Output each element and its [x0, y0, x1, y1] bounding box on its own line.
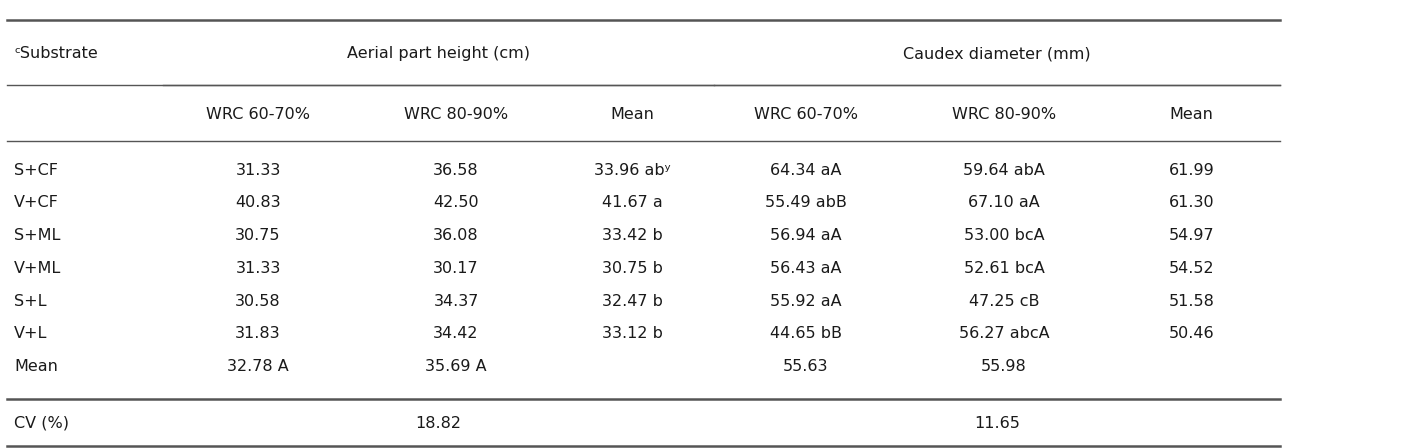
Text: V+L: V+L — [14, 326, 48, 341]
Text: 33.96 abʸ: 33.96 abʸ — [594, 163, 672, 178]
Text: 56.94 aA: 56.94 aA — [771, 228, 841, 243]
Text: 30.58: 30.58 — [235, 293, 281, 309]
Text: 56.43 aA: 56.43 aA — [771, 261, 841, 276]
Text: V+ML: V+ML — [14, 261, 61, 276]
Text: WRC 80-90%: WRC 80-90% — [952, 107, 1056, 122]
Text: 30.75: 30.75 — [235, 228, 281, 243]
Text: 59.64 abA: 59.64 abA — [963, 163, 1045, 178]
Text: WRC 60-70%: WRC 60-70% — [206, 107, 310, 122]
Text: 64.34 aA: 64.34 aA — [771, 163, 841, 178]
Text: 36.08: 36.08 — [433, 228, 479, 243]
Text: 53.00 bcA: 53.00 bcA — [963, 228, 1045, 243]
Text: 55.49 abB: 55.49 abB — [765, 195, 847, 211]
Text: 35.69 A: 35.69 A — [426, 359, 486, 374]
Text: 61.99: 61.99 — [1168, 163, 1215, 178]
Text: 51.58: 51.58 — [1168, 293, 1215, 309]
Text: 55.63: 55.63 — [783, 359, 829, 374]
Text: WRC 80-90%: WRC 80-90% — [404, 107, 508, 122]
Text: 34.37: 34.37 — [433, 293, 479, 309]
Text: 31.33: 31.33 — [235, 163, 281, 178]
Text: 50.46: 50.46 — [1168, 326, 1215, 341]
Text: 30.17: 30.17 — [433, 261, 479, 276]
Text: Aerial part height (cm): Aerial part height (cm) — [346, 46, 530, 61]
Text: Mean: Mean — [611, 107, 655, 122]
Text: 18.82: 18.82 — [416, 416, 461, 431]
Text: Mean: Mean — [1169, 107, 1213, 122]
Text: 54.52: 54.52 — [1168, 261, 1215, 276]
Text: 33.12 b: 33.12 b — [602, 326, 663, 341]
Text: 41.67 a: 41.67 a — [602, 195, 663, 211]
Text: 31.83: 31.83 — [235, 326, 281, 341]
Text: S+L: S+L — [14, 293, 47, 309]
Text: Caudex diameter (mm): Caudex diameter (mm) — [904, 46, 1090, 61]
Text: S+CF: S+CF — [14, 163, 58, 178]
Text: 31.33: 31.33 — [235, 261, 281, 276]
Text: 61.30: 61.30 — [1168, 195, 1215, 211]
Text: 44.65 bB: 44.65 bB — [771, 326, 841, 341]
Text: WRC 60-70%: WRC 60-70% — [754, 107, 858, 122]
Text: CV (%): CV (%) — [14, 416, 69, 431]
Text: 32.78 A: 32.78 A — [228, 359, 288, 374]
Text: 47.25 cB: 47.25 cB — [969, 293, 1039, 309]
Text: S+ML: S+ML — [14, 228, 61, 243]
Text: 11.65: 11.65 — [974, 416, 1019, 431]
Text: 52.61 bcA: 52.61 bcA — [963, 261, 1045, 276]
Text: 55.92 aA: 55.92 aA — [771, 293, 841, 309]
Text: 42.50: 42.50 — [433, 195, 479, 211]
Text: 33.42 b: 33.42 b — [602, 228, 663, 243]
Text: 55.98: 55.98 — [981, 359, 1027, 374]
Text: V+CF: V+CF — [14, 195, 59, 211]
Text: Mean: Mean — [14, 359, 58, 374]
Text: 54.97: 54.97 — [1168, 228, 1215, 243]
Text: 30.75 b: 30.75 b — [602, 261, 663, 276]
Text: 40.83: 40.83 — [235, 195, 281, 211]
Text: 34.42: 34.42 — [433, 326, 479, 341]
Text: 67.10 aA: 67.10 aA — [969, 195, 1039, 211]
Text: ᶜSubstrate: ᶜSubstrate — [14, 46, 98, 61]
Text: 56.27 abcA: 56.27 abcA — [959, 326, 1049, 341]
Text: 32.47 b: 32.47 b — [602, 293, 663, 309]
Text: 36.58: 36.58 — [433, 163, 479, 178]
